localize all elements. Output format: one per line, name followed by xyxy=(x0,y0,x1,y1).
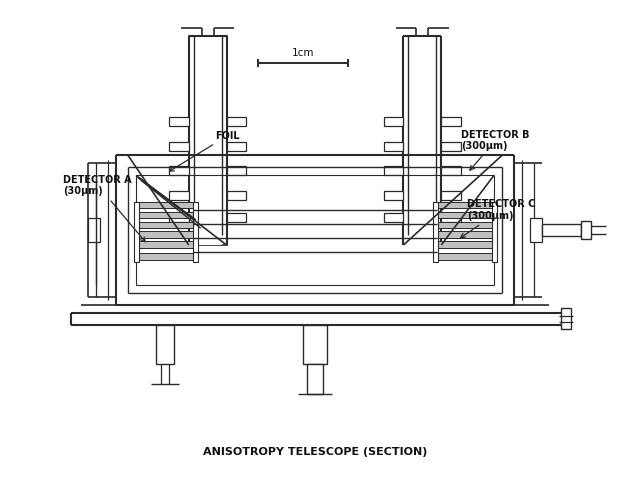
Bar xyxy=(189,36,227,245)
Bar xyxy=(530,218,542,242)
Bar xyxy=(441,213,461,222)
Bar xyxy=(384,117,403,126)
Bar xyxy=(193,36,222,245)
Bar xyxy=(384,192,403,200)
Bar xyxy=(441,167,461,175)
Bar xyxy=(437,202,492,208)
Bar xyxy=(169,117,189,126)
Bar xyxy=(561,308,571,329)
Bar xyxy=(138,202,193,208)
Bar xyxy=(156,324,174,364)
Bar xyxy=(227,167,246,175)
Bar xyxy=(138,222,193,228)
Bar xyxy=(384,142,403,151)
Bar xyxy=(437,231,492,238)
Bar xyxy=(441,117,461,126)
Bar xyxy=(433,202,438,262)
Text: DETECTOR C
(300μm): DETECTOR C (300μm) xyxy=(461,199,536,238)
Text: 1cm: 1cm xyxy=(292,48,314,58)
Text: ANISOTROPY TELESCOPE (SECTION): ANISOTROPY TELESCOPE (SECTION) xyxy=(203,447,427,457)
Text: DETECTOR A
(30μm): DETECTOR A (30μm) xyxy=(64,175,146,242)
Bar xyxy=(307,364,323,394)
Bar xyxy=(138,253,193,260)
Bar xyxy=(542,224,581,236)
Bar xyxy=(581,221,592,239)
Bar xyxy=(437,253,492,260)
Bar xyxy=(138,212,193,218)
Bar xyxy=(88,218,100,242)
Bar xyxy=(437,222,492,228)
Bar xyxy=(492,202,497,262)
Bar xyxy=(384,213,403,222)
Bar xyxy=(169,142,189,151)
Bar xyxy=(227,213,246,222)
Bar xyxy=(227,142,246,151)
Text: FOIL: FOIL xyxy=(169,131,240,171)
Bar xyxy=(227,117,246,126)
Bar xyxy=(134,202,139,262)
Bar xyxy=(303,324,327,364)
Bar xyxy=(437,212,492,218)
Bar xyxy=(441,192,461,200)
Bar xyxy=(169,192,189,200)
Bar xyxy=(138,231,193,238)
Bar xyxy=(441,142,461,151)
Bar xyxy=(384,167,403,175)
Bar xyxy=(227,192,246,200)
Text: DETECTOR B
(300μm): DETECTOR B (300μm) xyxy=(461,130,530,170)
Bar xyxy=(169,213,189,222)
Bar xyxy=(437,241,492,248)
Bar xyxy=(169,167,189,175)
Bar xyxy=(138,241,193,248)
Bar xyxy=(193,202,198,262)
